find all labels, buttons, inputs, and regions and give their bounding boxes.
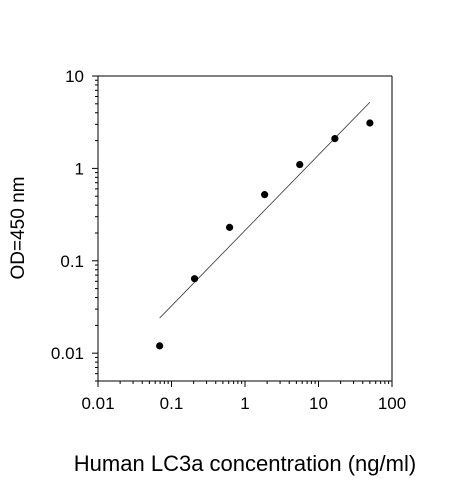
x-tick-label: 0.01 xyxy=(81,394,114,413)
data-point xyxy=(156,342,164,350)
y-tick-labels: 0.01 0.1 1 10 xyxy=(51,67,84,363)
y-tick-label: 0.1 xyxy=(60,252,84,271)
data-point xyxy=(261,191,269,199)
x-tick-label: 1 xyxy=(240,394,249,413)
x-tick-labels: 0.01 0.1 1 10 100 xyxy=(81,394,406,413)
data-point xyxy=(366,119,374,127)
x-tick-label: 10 xyxy=(309,394,328,413)
data-point xyxy=(331,135,339,143)
x-tick-label: 100 xyxy=(378,394,406,413)
data-point xyxy=(225,223,234,231)
fit-line-layer xyxy=(159,101,371,319)
data-point xyxy=(296,160,304,169)
axes xyxy=(92,75,393,387)
fit-line xyxy=(159,101,371,319)
x-tick-label: 0.1 xyxy=(160,394,184,413)
y-tick-label: 10 xyxy=(65,67,84,86)
data-point xyxy=(190,275,199,283)
x-axis-title: Human LC3a concentration (ng/ml) xyxy=(74,451,416,476)
y-tick-label: 0.01 xyxy=(51,344,84,363)
y-tick-label: 1 xyxy=(75,159,84,178)
data-points-layer xyxy=(156,119,374,350)
y-axis-title: OD=450 nm xyxy=(8,177,29,280)
